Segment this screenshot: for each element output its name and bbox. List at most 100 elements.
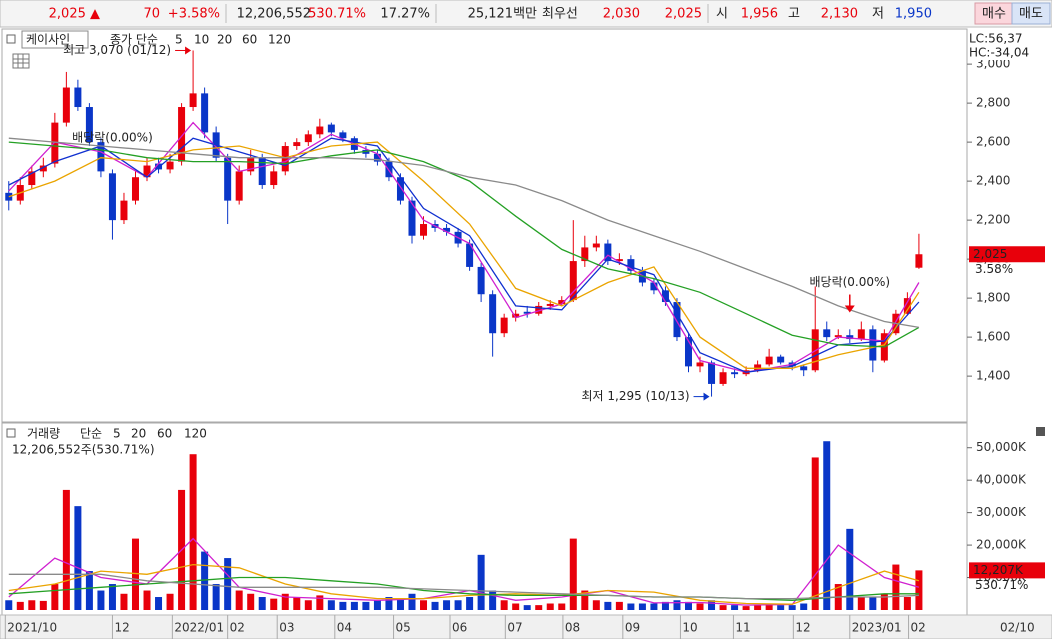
- volume-bar: [673, 600, 681, 610]
- sell-button[interactable]: [1011, 2, 1051, 25]
- checkbox[interactable]: [6, 428, 16, 438]
- annotation: 배당락(0.00%): [809, 275, 890, 289]
- annotation: 최저 1,295 (10/13): [582, 389, 690, 403]
- candle-body: [569, 261, 577, 301]
- volume-bar: [857, 597, 865, 610]
- candle-body: [477, 266, 485, 295]
- candle-body: [581, 247, 589, 262]
- volume-bar: [420, 600, 428, 610]
- volume-bar: [800, 603, 808, 610]
- sell-label[interactable]: 매도: [1019, 7, 1043, 22]
- panel-title: 거래량: [27, 427, 60, 441]
- legend-entry: 60: [242, 33, 257, 47]
- volume-bar: [869, 597, 877, 610]
- x-axis-band: [0, 614, 1052, 639]
- candle-body: [178, 107, 186, 162]
- volume-bar: [638, 603, 646, 610]
- candle-body: [155, 163, 163, 170]
- buy-label[interactable]: 매수: [982, 7, 1006, 22]
- volume-bar: [85, 571, 93, 610]
- candle-body: [143, 165, 151, 178]
- y-tick-label: 2,600: [976, 135, 1010, 149]
- panel-close[interactable]: [1036, 427, 1045, 436]
- volume-bar: [131, 538, 139, 610]
- volume-bar: [281, 593, 289, 610]
- last-change: 3.58%: [975, 262, 1013, 276]
- legend-entry: 10: [194, 33, 209, 47]
- y-tick-label: 1,400: [976, 369, 1010, 383]
- high-price: 2,130: [821, 7, 858, 22]
- volume-bar: [489, 590, 497, 610]
- candle-body: [673, 302, 681, 338]
- volume-bar: [258, 597, 266, 610]
- candle-body: [74, 87, 82, 108]
- candle-body: [765, 356, 773, 365]
- candle-body: [166, 161, 174, 170]
- volume-bar: [846, 528, 854, 610]
- x-tick-label: 2021/10: [7, 621, 57, 635]
- volume-bar: [754, 605, 762, 610]
- checkbox[interactable]: [6, 34, 16, 44]
- last-volume: 12,207K: [973, 563, 1024, 577]
- candle-body: [28, 171, 36, 186]
- volume-bar: [293, 597, 301, 610]
- volume-bar: [16, 601, 24, 610]
- candle-body: [800, 366, 808, 371]
- candle-body: [466, 243, 474, 267]
- volume-bar: [74, 506, 82, 610]
- volume-bar: [719, 605, 727, 610]
- y-tick-label: 2,400: [976, 174, 1010, 188]
- candle-body: [915, 254, 923, 268]
- volume-bar: [627, 603, 635, 610]
- open-label: 시: [716, 7, 728, 22]
- x-tick-label: 11: [735, 621, 750, 635]
- volume-bar: [443, 600, 451, 610]
- annotation: 배당락(0.00%): [72, 131, 153, 145]
- candle-body: [708, 362, 716, 384]
- volume-bar: [316, 595, 324, 610]
- table-icon[interactable]: [12, 53, 30, 69]
- volume-bar: [477, 554, 485, 610]
- last-volume-box: [969, 562, 1045, 579]
- x-tick-label: 10: [682, 621, 697, 635]
- candle-body: [131, 177, 139, 201]
- volume-bar: [523, 605, 531, 610]
- candle-body: [396, 177, 404, 201]
- candle-body: [731, 372, 739, 375]
- volume-bar: [155, 597, 163, 610]
- bid: 2,025: [665, 7, 702, 22]
- best-quote-label: 최우선: [542, 7, 578, 22]
- volume-bar: [903, 597, 911, 610]
- candle-body: [97, 142, 105, 172]
- legend-entry: 120: [184, 427, 207, 441]
- volume-bar: [880, 593, 888, 610]
- candle-body: [408, 200, 416, 236]
- candle-body: [500, 317, 508, 334]
- candle-body: [420, 224, 428, 236]
- candle-body: [811, 329, 819, 371]
- volume-ratio: 530.71%: [975, 578, 1028, 592]
- candle-body: [189, 93, 197, 108]
- moving-average: [8, 141, 920, 348]
- volume-bar: [592, 600, 600, 610]
- candle-body: [316, 126, 324, 135]
- x-tick-label: 04: [337, 621, 352, 635]
- candle-body: [293, 142, 301, 147]
- toolbar: [0, 0, 1052, 28]
- volume-bar: [684, 601, 692, 610]
- volume-bar: [661, 601, 669, 610]
- volume-bar: [408, 593, 416, 610]
- candle-body: [5, 192, 13, 201]
- legend-entry: 20: [217, 33, 232, 47]
- candle-body: [512, 313, 520, 318]
- candle-body: [62, 87, 70, 123]
- volume-info: 12,206,552주(530.71%): [12, 443, 155, 457]
- turnover: 17.27%: [380, 7, 430, 22]
- last-price-box: [969, 246, 1045, 263]
- volume-bar: [270, 598, 278, 610]
- volume-bar: [62, 489, 70, 610]
- volume-bar: [304, 600, 312, 610]
- title-box: [21, 30, 89, 49]
- volume-bar: [604, 601, 612, 610]
